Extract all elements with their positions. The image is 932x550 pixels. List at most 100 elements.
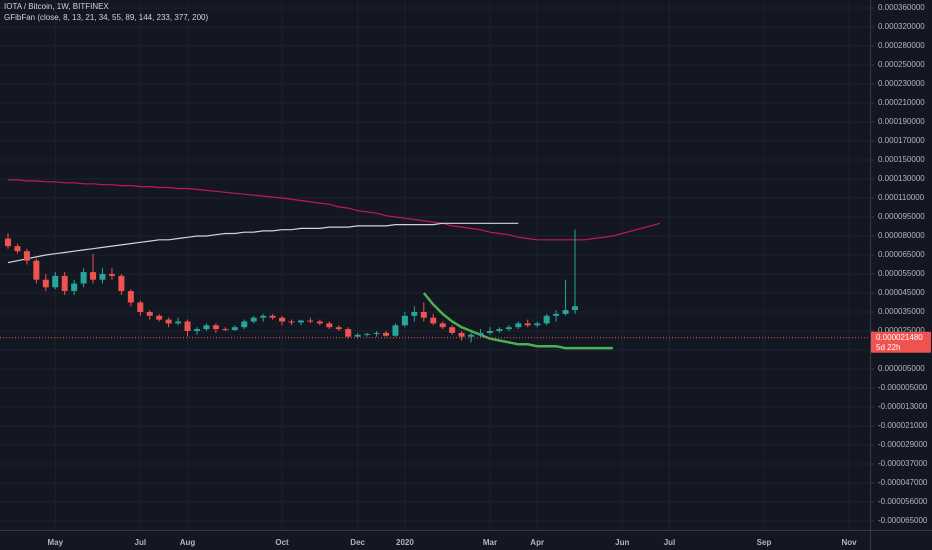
y-tick-label: 0.000055000 [878,269,925,278]
candle-body [468,334,475,337]
candle-body [269,315,276,318]
candle-body [430,317,437,324]
y-tick-label: 0.000130000 [878,174,925,183]
candle-body [383,332,389,336]
y-tick-label: 0.000360000 [878,3,925,12]
candle-body [458,332,465,337]
x-tick-label: Sep [757,538,772,547]
x-tick-label: Jun [615,538,629,547]
candle-body [496,329,503,331]
y-tick-label: -0.000037000 [878,459,928,468]
last-price-box [871,331,931,353]
x-tick-label: 2020 [396,538,414,547]
x-tick-label: Apr [530,538,544,547]
candle-body [335,327,342,330]
axes: 0.000360000 0.000320000 0.000280000 0.00025… [47,3,931,547]
candle-body [288,321,295,323]
y-tick-label: 0.000110000 [878,193,925,202]
candle-body [127,291,134,303]
y-tick-label: 0.000230000 [878,79,925,88]
candle-body [439,323,446,328]
candle-body [562,310,569,314]
candle-body [279,317,286,322]
candle-body [364,333,371,335]
candle-body [524,323,531,326]
candle-body [515,323,522,328]
indicator-line [422,292,613,350]
candle-body [165,319,172,324]
candle-body [137,302,144,312]
y-tick-label: -0.000029000 [878,440,928,449]
y-tick-label: 0.000080000 [878,231,925,240]
candle-body [553,313,560,316]
candle-body [543,315,550,324]
candle-body [411,312,418,316]
x-tick-label: Oct [275,538,289,547]
candle-body [184,321,191,331]
candle-body [241,321,248,328]
candle-body [297,320,304,323]
y-tick-label: -0.000047000 [878,478,928,487]
candle-body [146,312,153,316]
grid [0,0,870,530]
candle-body [61,275,68,292]
y-tick-label: 0.000065000 [878,250,925,259]
indicator-line [7,222,519,264]
indicator-line [8,179,661,241]
candle-body [71,283,78,292]
candle-body [175,321,182,324]
y-tick-label: 0.000025000 [878,326,925,335]
candle-body [52,275,59,288]
y-tick-label: 0.000150000 [878,155,925,164]
y-tick-label: -0.000005000 [878,383,928,392]
y-tick-label: -0.000065000 [878,516,928,525]
plot [0,179,870,350]
indicator-label: GFibFan (close, 8, 13, 21, 34, 55, 89, 1… [4,13,208,22]
candle-body [477,332,484,335]
y-tick-label: -0.000021000 [878,421,928,430]
candle-body [203,325,210,330]
candle-body [486,331,493,333]
y-tick-label: 0.000280000 [878,41,925,50]
candle-body [250,317,257,322]
x-tick-label: May [47,538,63,547]
candle-body [108,274,115,276]
candle-body [90,272,97,280]
candle-body [194,329,200,331]
y-tick-label: 0.000170000 [878,136,925,145]
x-tick-label: Aug [180,538,196,547]
x-tick-label: Mar [483,538,497,547]
candle-body [156,315,163,320]
candle-body [80,272,87,284]
candle-body [14,246,21,252]
candle-body [326,323,333,328]
y-tick-label: 0.000190000 [878,117,925,126]
y-tick-label: 0.000210000 [878,98,925,107]
y-tick-label: 0.000045000 [878,288,925,297]
candle-body [534,323,541,326]
candle-body [449,327,456,333]
candle-body [5,238,11,247]
candle-body [373,332,380,334]
candle-body [307,320,314,322]
last-price-label: 0.000021480 [876,333,923,342]
candle-body [33,260,40,280]
x-tick-label: Dec [350,538,365,547]
candle-body [572,306,578,311]
y-tick-label: 0.000005000 [878,364,925,373]
chart-title: IOTA / Bitcoin, 1W, BITFINEX [4,2,109,11]
candle-body [401,315,408,326]
x-tick-label: Jul [135,538,147,547]
candle-body [99,274,106,280]
candle-body [316,321,323,324]
y-tick-label: -0.000056000 [878,497,928,506]
candle-body [42,279,49,288]
candle-body [420,312,427,318]
candle-body [222,329,229,331]
y-tick-label: 0.000250000 [878,60,925,69]
x-tick-label: Jul [664,538,676,547]
countdown-label: 5d 22h [876,343,900,352]
y-tick-label: 0.000320000 [878,22,925,31]
